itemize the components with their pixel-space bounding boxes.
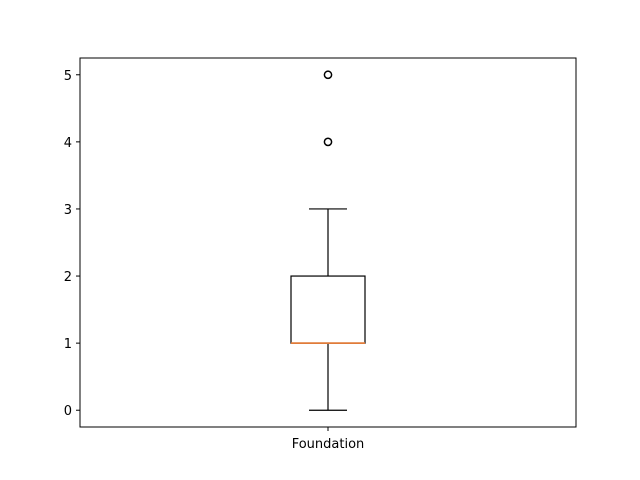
x-axis: Foundation bbox=[292, 427, 365, 452]
y-tick-label: 0 bbox=[64, 404, 72, 419]
box-group bbox=[290, 70, 366, 411]
y-tick-label: 4 bbox=[64, 136, 72, 151]
y-tick-label: 5 bbox=[64, 69, 72, 84]
y-tick-label: 2 bbox=[64, 270, 72, 285]
x-tick-label: Foundation bbox=[292, 437, 365, 452]
y-axis: 0 1 2 3 4 5 bbox=[64, 69, 80, 419]
outlier-point bbox=[323, 137, 333, 147]
y-tick-label: 1 bbox=[64, 337, 72, 352]
plot-frame bbox=[79, 57, 577, 428]
boxes bbox=[290, 70, 366, 411]
outlier-point bbox=[323, 70, 333, 80]
y-tick-label: 3 bbox=[64, 203, 72, 218]
